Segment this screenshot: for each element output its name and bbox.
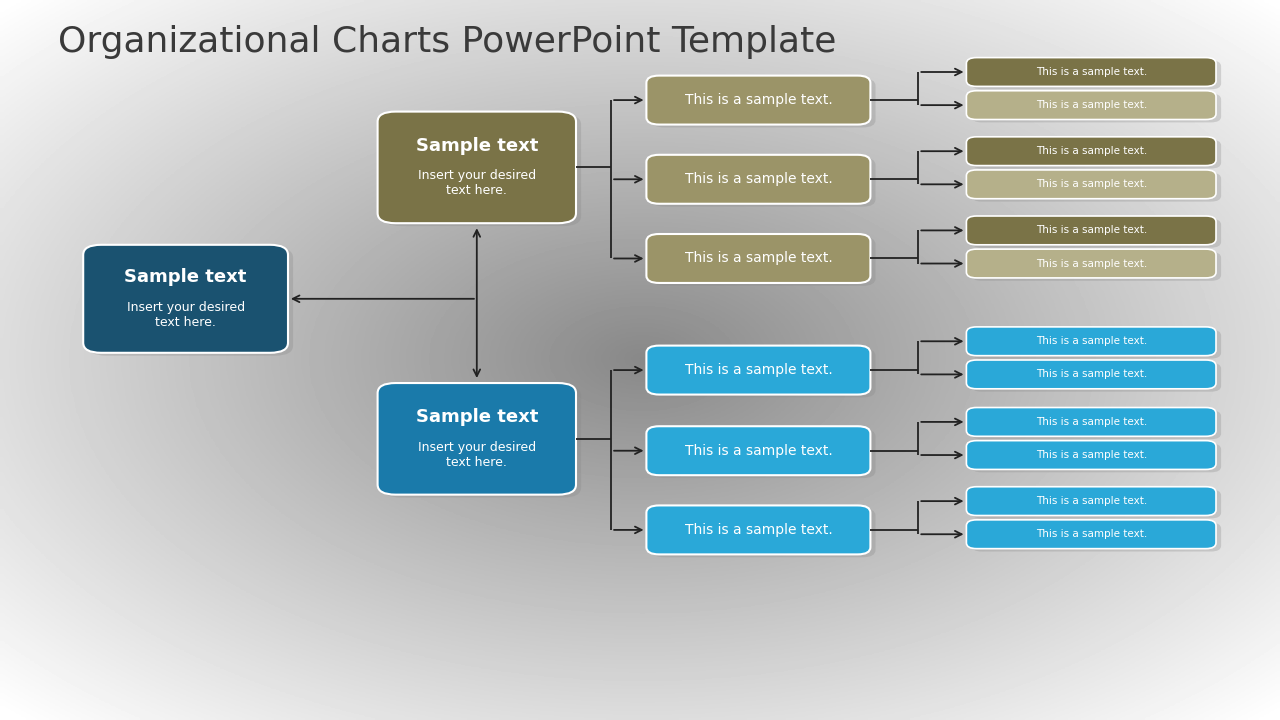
FancyBboxPatch shape xyxy=(972,363,1221,392)
FancyBboxPatch shape xyxy=(652,429,876,478)
FancyBboxPatch shape xyxy=(646,346,870,395)
FancyBboxPatch shape xyxy=(966,91,1216,120)
FancyBboxPatch shape xyxy=(652,158,876,207)
FancyBboxPatch shape xyxy=(972,410,1221,439)
FancyBboxPatch shape xyxy=(966,408,1216,436)
FancyBboxPatch shape xyxy=(646,426,870,475)
FancyBboxPatch shape xyxy=(966,170,1216,199)
FancyBboxPatch shape xyxy=(972,490,1221,518)
Text: This is a sample text.: This is a sample text. xyxy=(1036,146,1147,156)
FancyBboxPatch shape xyxy=(966,360,1216,389)
Text: Insert your desired
text here.: Insert your desired text here. xyxy=(127,301,244,328)
FancyBboxPatch shape xyxy=(966,137,1216,166)
FancyBboxPatch shape xyxy=(972,173,1221,202)
Text: This is a sample text.: This is a sample text. xyxy=(685,93,832,107)
Text: Organizational Charts PowerPoint Template: Organizational Charts PowerPoint Templat… xyxy=(58,25,836,59)
Text: This is a sample text.: This is a sample text. xyxy=(685,363,832,377)
FancyBboxPatch shape xyxy=(966,487,1216,516)
Text: This is a sample text.: This is a sample text. xyxy=(1036,258,1147,269)
FancyBboxPatch shape xyxy=(972,60,1221,89)
Text: This is a sample text.: This is a sample text. xyxy=(1036,225,1147,235)
FancyBboxPatch shape xyxy=(652,237,876,286)
FancyBboxPatch shape xyxy=(972,252,1221,281)
FancyBboxPatch shape xyxy=(966,216,1216,245)
FancyBboxPatch shape xyxy=(972,219,1221,248)
FancyBboxPatch shape xyxy=(646,76,870,125)
Text: This is a sample text.: This is a sample text. xyxy=(685,251,832,266)
FancyBboxPatch shape xyxy=(383,386,581,498)
Text: Insert your desired
text here.: Insert your desired text here. xyxy=(417,169,536,197)
FancyBboxPatch shape xyxy=(972,94,1221,122)
Text: Sample text: Sample text xyxy=(416,408,538,426)
FancyBboxPatch shape xyxy=(966,520,1216,549)
Text: This is a sample text.: This is a sample text. xyxy=(685,172,832,186)
FancyBboxPatch shape xyxy=(652,508,876,557)
Text: This is a sample text.: This is a sample text. xyxy=(685,523,832,537)
Text: This is a sample text.: This is a sample text. xyxy=(1036,369,1147,379)
FancyBboxPatch shape xyxy=(966,249,1216,278)
FancyBboxPatch shape xyxy=(966,327,1216,356)
Text: This is a sample text.: This is a sample text. xyxy=(685,444,832,458)
Text: Sample text: Sample text xyxy=(416,137,538,155)
FancyBboxPatch shape xyxy=(966,58,1216,86)
FancyBboxPatch shape xyxy=(378,112,576,223)
FancyBboxPatch shape xyxy=(652,348,876,397)
FancyBboxPatch shape xyxy=(966,441,1216,469)
Text: This is a sample text.: This is a sample text. xyxy=(1036,450,1147,460)
FancyBboxPatch shape xyxy=(88,248,293,356)
Text: This is a sample text.: This is a sample text. xyxy=(1036,496,1147,506)
Text: This is a sample text.: This is a sample text. xyxy=(1036,179,1147,189)
Text: This is a sample text.: This is a sample text. xyxy=(1036,336,1147,346)
Text: Insert your desired
text here.: Insert your desired text here. xyxy=(417,441,536,469)
FancyBboxPatch shape xyxy=(972,140,1221,168)
FancyBboxPatch shape xyxy=(378,383,576,495)
FancyBboxPatch shape xyxy=(972,444,1221,472)
FancyBboxPatch shape xyxy=(972,523,1221,552)
FancyBboxPatch shape xyxy=(646,505,870,554)
FancyBboxPatch shape xyxy=(972,330,1221,359)
FancyBboxPatch shape xyxy=(646,155,870,204)
Text: This is a sample text.: This is a sample text. xyxy=(1036,417,1147,427)
Text: This is a sample text.: This is a sample text. xyxy=(1036,100,1147,110)
Text: This is a sample text.: This is a sample text. xyxy=(1036,529,1147,539)
FancyBboxPatch shape xyxy=(83,245,288,353)
Text: This is a sample text.: This is a sample text. xyxy=(1036,67,1147,77)
FancyBboxPatch shape xyxy=(646,234,870,283)
FancyBboxPatch shape xyxy=(652,78,876,127)
FancyBboxPatch shape xyxy=(383,114,581,226)
Text: Sample text: Sample text xyxy=(124,268,247,286)
